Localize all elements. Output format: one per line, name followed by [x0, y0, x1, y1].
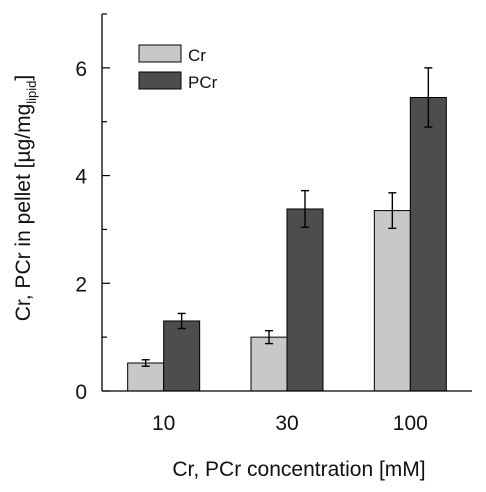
y-axis-title-close: ] [12, 75, 35, 81]
error-bar-cr-100 [388, 192, 397, 230]
y-tick-label-0: 0 [75, 381, 87, 404]
error-bar-pcr-10 [177, 312, 186, 330]
x-tick-label-30: 30 [275, 412, 298, 435]
legend-label-pcr: PCr [188, 73, 218, 92]
bar-pcr-100 [409, 96, 447, 392]
error-bars-layer [141, 67, 433, 367]
y-axis-title: Cr, PCr in pellet [µg/mglipid] [12, 75, 39, 321]
legend-swatch-cr [138, 44, 182, 63]
y-tick-label-4: 4 [75, 166, 87, 189]
error-bar-cr-10 [141, 359, 150, 367]
y-axis-title-main: Cr, PCr in pellet [µg/mg [12, 104, 35, 322]
error-bar-pcr-30 [301, 189, 309, 228]
axes-layer: 10 30 100 0 2 4 6 [75, 13, 472, 435]
x-tick-label-10: 10 [152, 412, 175, 435]
bar-cr-30 [250, 336, 288, 392]
error-bar-pcr-100 [424, 67, 433, 128]
bars-layer [127, 96, 447, 392]
legend-label-cr: Cr [188, 46, 206, 65]
y-tick-label-2: 2 [75, 273, 87, 296]
error-bar-cr-30 [265, 329, 273, 345]
y-axis-title-subscript: lipid [24, 81, 39, 104]
legend: Cr PCr [138, 44, 218, 92]
y-tick-label-6: 6 [75, 58, 87, 81]
x-axis-title: Cr, PCr concentration [mM] [172, 458, 425, 481]
bar-cr-10 [127, 362, 165, 392]
x-tick-label-100: 100 [393, 412, 428, 435]
bar-pcr-30 [286, 208, 324, 392]
legend-swatch-pcr [138, 71, 182, 90]
bar-cr-100 [373, 210, 411, 392]
bar-pcr-10 [163, 320, 201, 392]
